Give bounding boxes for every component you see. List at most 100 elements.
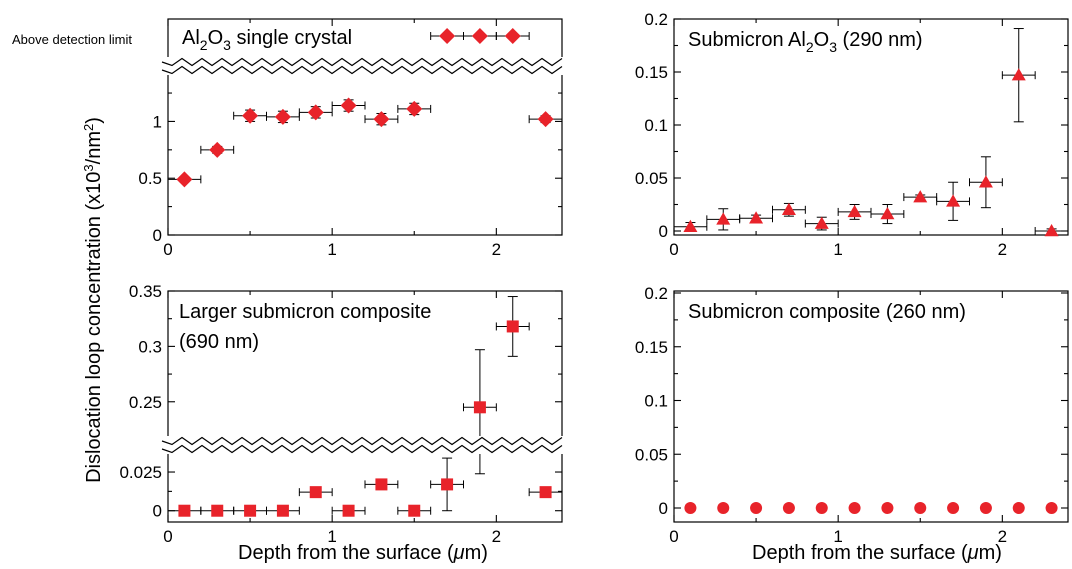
data-point-square (375, 478, 388, 491)
data-point-circle (947, 502, 960, 514)
y-axis-label: Dislocation loop concentration (x103/nm2… (81, 117, 105, 483)
data-point-diamond (274, 108, 291, 125)
data-point-square (211, 504, 224, 517)
axis-break-bl-line-top (161, 436, 563, 446)
title-single-crystal: Al2O3 single crystal (182, 27, 352, 53)
title-submicron-al2o3: Submicron Al2O3 (290 nm) (688, 29, 923, 55)
data-point-triangle (1011, 68, 1026, 81)
y-tick-label: 0 (153, 226, 162, 245)
y-tick-label: 0.5 (138, 169, 162, 188)
x-tick-label: 2 (492, 527, 501, 546)
data-point-square (441, 478, 454, 491)
title-larger-submicron-line2: (690 nm) (179, 331, 259, 353)
y-tick-label: 1 (153, 112, 162, 131)
data-point-diamond (307, 104, 324, 121)
data-point-circle (750, 502, 763, 514)
data-point-square (178, 504, 191, 517)
y-tick-label: 0 (659, 222, 668, 241)
y-tick-label: 0.3 (138, 337, 162, 356)
panel-single-crystal: 0 1 2 0 0.5 1 (138, 18, 570, 259)
y-tick-label: 0.15 (635, 338, 668, 357)
axis-break-bl-line-bottom (161, 444, 563, 454)
panel-submicron-al2o3: 0 1 2 0 0.05 0.1 0.15 0.2 (635, 10, 1069, 259)
panel-larger-submicron-composite: 0 1 2 0 0.025 0.25 0.3 0.35 (119, 282, 570, 546)
y-tick-label: 0.2 (644, 284, 668, 303)
data-point-circle (782, 502, 795, 514)
data-point-triangle (749, 211, 764, 224)
x-tick-label: 1 (327, 240, 336, 259)
data-point-circle (914, 502, 927, 514)
data-point-triangle (814, 216, 829, 229)
data-point-diamond (537, 111, 554, 128)
data-point-circle (1012, 502, 1025, 514)
data-point-triangle (946, 194, 961, 207)
plot-frame (167, 290, 563, 523)
data-point-square (309, 486, 322, 499)
above-detection-limit-label: Above detection limit (12, 32, 132, 47)
axis-break-tl-line-bottom (161, 65, 563, 75)
x-tick-label: 0 (669, 240, 678, 259)
x-tick-label: 2 (998, 240, 1007, 259)
data-point-triangle (716, 212, 731, 225)
data-point-triangle (781, 202, 796, 216)
data-point-diamond (406, 100, 423, 117)
y-tick-label: 0.025 (119, 463, 162, 482)
x-tick-label: 1 (833, 240, 842, 259)
panel-submicron-composite: 0 1 2 0 0.05 0.1 0.15 0.2 (635, 284, 1069, 546)
data-point-triangle (683, 219, 698, 233)
y-tick-label: 0.25 (129, 393, 162, 412)
data-point-square (506, 320, 519, 333)
axis-break-tl-line-top (161, 57, 563, 67)
x-axis-label-left: Depth from the surface (μm) (238, 542, 488, 564)
y-tick-label: 0.05 (635, 445, 668, 464)
data-point-diamond (242, 107, 259, 124)
y-tick-label: 0.1 (644, 116, 668, 135)
data-point-diamond (439, 28, 456, 44)
x-tick-label: 0 (669, 527, 678, 546)
data-point-triangle (913, 190, 928, 203)
data-point-diamond (471, 28, 488, 44)
y-tick-label: 0.1 (644, 392, 668, 411)
data-point-diamond (504, 28, 521, 44)
data-point-square (342, 504, 355, 517)
title-larger-submicron-line1: Larger submicron composite (179, 301, 431, 323)
x-tick-label: 0 (163, 527, 172, 546)
data-point-triangle (978, 175, 993, 188)
data-point-triangle (847, 204, 862, 218)
data-point-circle (1045, 502, 1058, 514)
data-point-diamond (176, 171, 193, 188)
plot-frame (673, 290, 1069, 523)
y-tick-label: 0 (659, 499, 668, 518)
y-tick-label: 0.35 (129, 282, 162, 301)
plot-frame (167, 18, 563, 236)
x-tick-label: 2 (998, 527, 1007, 546)
data-point-circle (848, 502, 861, 514)
title-submicron-composite: Submicron composite (260 nm) (688, 301, 966, 323)
x-tick-label: 0 (163, 240, 172, 259)
y-tick-label: 0.05 (635, 169, 668, 188)
data-point-circle (881, 502, 894, 514)
data-point-diamond (340, 97, 357, 114)
data-point-diamond (373, 111, 390, 128)
data-point-circle (979, 502, 992, 514)
data-point-square (276, 504, 289, 517)
data-point-circle (717, 502, 730, 514)
x-tick-label: 1 (833, 527, 842, 546)
y-tick-label: 0.2 (644, 10, 668, 29)
data-point-square (244, 504, 257, 517)
y-tick-label: 0 (153, 502, 162, 521)
data-point-square (539, 486, 552, 499)
data-point-square (473, 401, 486, 414)
x-tick-label: 2 (492, 240, 501, 259)
y-tick-label: 0.15 (635, 63, 668, 82)
plot-frame (673, 18, 1069, 236)
data-point-square (408, 504, 421, 517)
data-point-circle (684, 502, 697, 514)
data-point-triangle (880, 207, 895, 220)
data-point-diamond (209, 141, 226, 158)
data-point-circle (815, 502, 828, 514)
x-axis-label-right: Depth from the surface (μm) (752, 542, 1002, 564)
x-tick-label: 1 (327, 527, 336, 546)
data-point-triangle (1044, 224, 1059, 237)
